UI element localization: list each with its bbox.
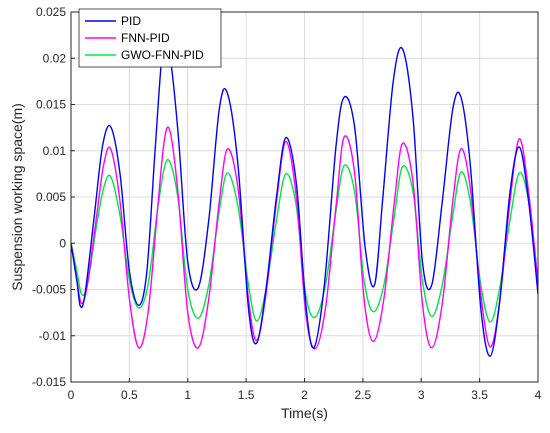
y-axis-label: Suspension working space(m) <box>9 103 25 291</box>
y-tick-label: 0.02 <box>43 51 67 65</box>
y-tick-label: -0.005 <box>32 283 66 297</box>
series-lines <box>71 37 538 357</box>
y-tick-label: 0 <box>59 236 66 250</box>
x-tick-label: 0 <box>68 388 75 402</box>
legend: PID FNN-PID GWO-FNN-PID <box>78 8 222 68</box>
x-tick-label: 3.5 <box>471 388 488 402</box>
x-tick-label: 2.5 <box>355 388 372 402</box>
x-tick-label: 4 <box>535 388 542 402</box>
y-tick-label: 0.015 <box>36 98 66 112</box>
y-tick-label: 0.01 <box>43 144 67 158</box>
x-ticks: 0 0.5 1 1.5 2 2.5 3 3.5 4 <box>68 378 542 402</box>
series-line-fnn-pid <box>71 126 538 350</box>
x-tick-label: 0.5 <box>121 388 138 402</box>
series-line-gwo-fnn-pid <box>71 158 538 323</box>
x-tick-label: 3 <box>418 388 425 402</box>
y-tick-label: 0.005 <box>36 190 66 204</box>
legend-label-pid: PID <box>121 14 141 28</box>
legend-label-fnn-pid: FNN-PID <box>121 31 170 45</box>
x-axis-label: Time(s) <box>281 405 328 421</box>
x-tick-label: 1.5 <box>238 388 255 402</box>
series-line-pid <box>71 37 538 357</box>
y-tick-label: -0.015 <box>32 375 66 389</box>
y-ticks: -0.015 -0.01 -0.005 0 0.005 0.01 0.015 0.02 0.02… <box>32 5 75 389</box>
legend-label-gwo-fnn-pid: GWO-FNN-PID <box>121 48 204 62</box>
x-tick-label: 1 <box>184 388 191 402</box>
y-tick-label: -0.01 <box>39 329 67 343</box>
y-tick-label: 0.025 <box>36 5 66 19</box>
x-tick-label: 2 <box>301 388 308 402</box>
